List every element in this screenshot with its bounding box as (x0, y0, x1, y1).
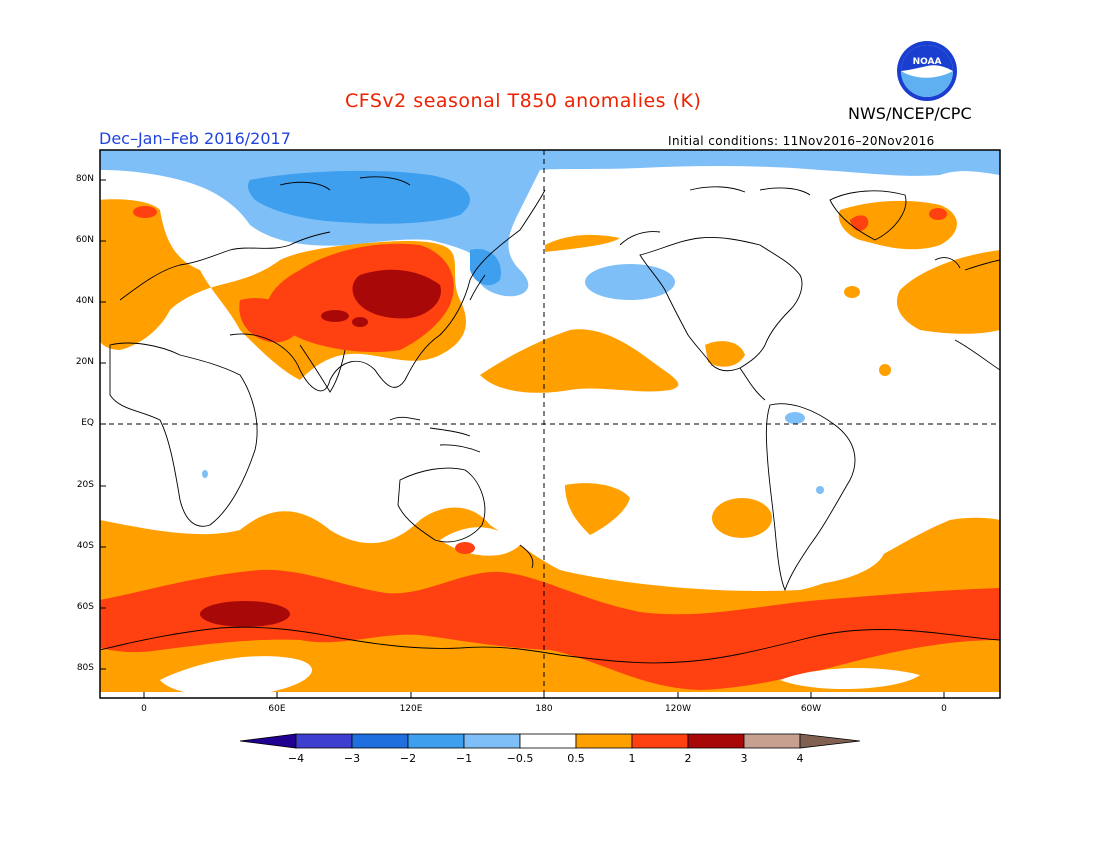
colorbar-label: −0.5 (506, 752, 534, 765)
lat-label-60n: 60N (75, 235, 94, 245)
colorbar-gt-4 (799, 733, 861, 749)
colorbar-label: −3 (343, 752, 361, 765)
lon-label-0-east: 0 (941, 704, 947, 714)
coastlines (100, 176, 1000, 664)
colorbar-label: −2 (399, 752, 417, 765)
colorbar-label: 1 (628, 752, 636, 765)
svg-text:NOAA: NOAA (913, 57, 942, 67)
lat-label-80n: 80N (75, 174, 94, 184)
colorbar-label: 2 (684, 752, 692, 765)
colorbar-label: 3 (740, 752, 748, 765)
lon-label-120w: 120W (664, 704, 692, 714)
colorbar-label: −4 (287, 752, 305, 765)
lat-label-60s: 60S (76, 602, 94, 612)
lat-label-20s: 20S (76, 480, 94, 490)
colorbar-m1-m05 (463, 733, 521, 749)
lon-label-60e: 60E (268, 704, 286, 714)
lat-label-20n: 20N (75, 357, 94, 367)
colorbar-neutral (519, 733, 577, 749)
colorbar-m2-m1 (407, 733, 465, 749)
lon-label-120e: 120E (399, 704, 423, 714)
colorbar-m3-m2 (351, 733, 409, 749)
lat-label-80s: 80S (76, 663, 94, 673)
colorbar-p05-1 (575, 733, 633, 749)
colorbar-label: 0.5 (567, 752, 585, 765)
initial-conditions-label: Initial conditions: 11Nov2016–20Nov2016 (668, 134, 935, 148)
colorbar (239, 733, 861, 749)
lat-label-eq: EQ (81, 418, 94, 428)
colorbar-label: 4 (796, 752, 804, 765)
lon-label-0: 0 (141, 704, 147, 714)
lat-label-40n: 40N (75, 296, 94, 306)
colorbar-label: −1 (455, 752, 473, 765)
lat-ticks (100, 179, 106, 670)
colorbar-lt-m4 (239, 733, 297, 749)
map-title: CFSv2 seasonal T850 anomalies (K) (345, 90, 702, 112)
colorbar-m4-m3 (295, 733, 353, 749)
lat-label-40s: 40S (76, 541, 94, 551)
lon-ticks (143, 692, 945, 698)
colorbar-p1-2 (631, 733, 689, 749)
colorbar-p3-4 (743, 733, 801, 749)
lon-label-180: 180 (535, 704, 553, 714)
lon-label-60w: 60W (800, 704, 822, 714)
agency-label: NWS/NCEP/CPC (848, 104, 972, 123)
noaa-logo-icon: NOAA (897, 41, 957, 101)
colorbar-p2-3 (687, 733, 745, 749)
season-label: Dec–Jan–Feb 2016/2017 (99, 129, 291, 148)
